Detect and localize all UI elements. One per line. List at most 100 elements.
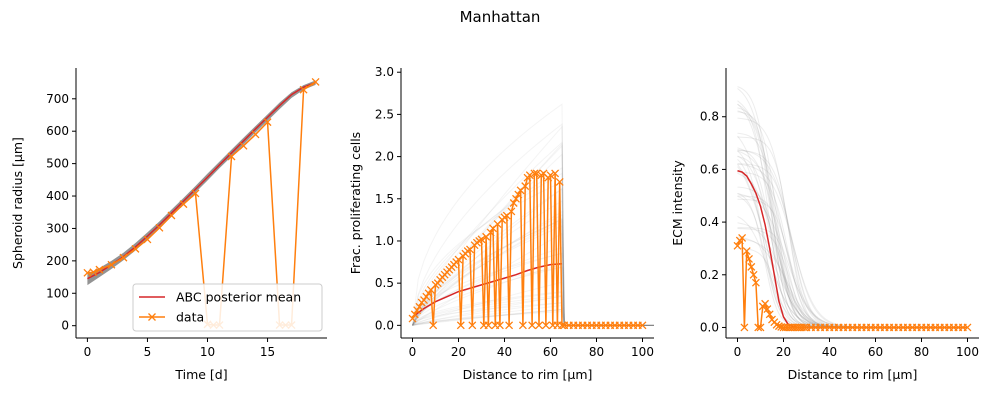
x-tick-label: 20	[776, 345, 791, 359]
legend: ABC posterior mean data	[132, 283, 323, 332]
x-axis-label: Distance to rim [μm]	[788, 367, 918, 382]
data-point-marker	[749, 270, 758, 279]
data-point-marker	[551, 169, 560, 178]
data-point-marker	[456, 321, 465, 330]
data-point-marker	[413, 306, 422, 315]
y-tick-label: 0.5	[375, 276, 394, 290]
data-point-marker	[532, 169, 541, 178]
y-tick-label: 0.4	[700, 215, 719, 229]
posterior-sample-line	[412, 142, 654, 326]
y-tick-label: 0.0	[700, 320, 719, 334]
data-point-marker	[251, 130, 260, 139]
data-point-marker	[738, 233, 747, 242]
data-point-marker	[800, 323, 809, 332]
x-tick-label: 100	[631, 345, 654, 359]
data-point-marker	[495, 321, 504, 330]
data-point-marker	[311, 77, 320, 86]
x-tick-label: 100	[956, 345, 979, 359]
data-point-marker	[191, 189, 200, 198]
data-point-marker	[555, 177, 564, 186]
data-point-marker	[763, 305, 772, 313]
x-tick-label: 60	[543, 345, 558, 359]
y-tick-label: 0.8	[700, 110, 719, 124]
data-point-marker	[424, 289, 433, 298]
data-point-marker	[638, 321, 647, 330]
data-point-marker	[546, 171, 555, 180]
posterior-sample-line	[412, 172, 654, 326]
data-point-marker	[227, 152, 236, 161]
data-point-marker	[742, 247, 751, 256]
data-point-marker	[740, 323, 749, 332]
y-axis-label: Frac. proliferating cells	[348, 132, 363, 274]
data-point-marker	[754, 323, 763, 332]
posterior-sample-line	[412, 141, 654, 326]
y-tick-label: 0.2	[700, 268, 719, 282]
y-tick-label: 200	[46, 254, 69, 268]
data-point-marker	[179, 200, 188, 209]
legend-box	[132, 283, 323, 332]
posterior-sample-line	[737, 163, 968, 328]
posterior-sample-line	[737, 164, 968, 328]
data-point-marker	[107, 260, 116, 269]
data-point-marker	[429, 321, 438, 330]
data-point-marker	[505, 321, 514, 330]
data-point-marker	[143, 235, 152, 244]
data-point-marker	[89, 268, 98, 277]
x-tick-label: 80	[589, 345, 604, 359]
legend-data-marker	[148, 313, 156, 321]
data-point-marker	[558, 321, 566, 330]
data-point-marker	[514, 190, 523, 199]
data-point-marker	[433, 279, 442, 288]
data-point-marker	[765, 310, 774, 319]
data-point-marker	[484, 321, 493, 330]
y-tick-label: 2.5	[375, 107, 394, 121]
data-point-marker	[530, 169, 539, 178]
data-point-marker	[745, 255, 753, 263]
data-point-marker	[477, 235, 486, 244]
posterior-sample-line	[412, 153, 654, 326]
y-tick-label: 0.0	[375, 318, 394, 332]
y-tick-label: 0	[61, 319, 69, 333]
y-tick-label: 0.6	[700, 162, 719, 176]
figure-title: Manhattan	[460, 8, 541, 26]
chart-panel-radius: 0 5 10 15 0 100 200 300 400 500 600 700 Time [d] Sphe…	[10, 68, 327, 382]
data-point-marker	[263, 118, 272, 127]
data-point-marker	[525, 171, 534, 180]
data-point-marker	[756, 323, 765, 332]
data-point-marker	[761, 299, 770, 308]
x-axis-label: Time [d]	[174, 367, 227, 382]
data-point-marker	[521, 182, 530, 191]
y-tick-label: 3.0	[375, 65, 394, 79]
y-tick-label: 1.5	[375, 192, 394, 206]
data-point-marker	[507, 207, 516, 216]
posterior-mean-line	[412, 263, 563, 318]
data-point-marker	[528, 321, 537, 330]
data-point-marker	[95, 265, 104, 274]
data-point-marker	[486, 228, 495, 237]
posterior-sample-line	[737, 163, 968, 328]
x-axis-label: Distance to rim [μm]	[463, 367, 593, 382]
data-point-marker	[747, 262, 756, 271]
data-point-marker	[420, 296, 428, 304]
x-tick-label: 60	[868, 345, 883, 359]
data-point-marker	[509, 199, 518, 207]
data-point-marker	[963, 323, 972, 332]
x-tick-label: 40	[497, 345, 512, 359]
y-tick-label: 500	[46, 157, 69, 171]
data-point-marker	[518, 321, 527, 330]
plot-area	[736, 86, 968, 329]
data-point-marker	[415, 302, 424, 311]
legend-entry-data: data	[176, 310, 204, 325]
y-axis-label: ECM intensity	[670, 160, 685, 246]
posterior-sample-line	[412, 123, 654, 326]
y-tick-label: 2.0	[375, 150, 394, 164]
data-point-marker	[454, 255, 463, 264]
chart-panel-ecm: 0 20 40 60 80 100 0.0 0.2 0.4 0.6 0.8 Distance to r…	[670, 68, 979, 382]
data-point-marker	[131, 244, 140, 253]
x-tick-label: 0	[84, 345, 92, 359]
plot-area	[411, 103, 654, 327]
x-tick-label: 20	[451, 345, 466, 359]
data-point-marker	[410, 310, 419, 319]
